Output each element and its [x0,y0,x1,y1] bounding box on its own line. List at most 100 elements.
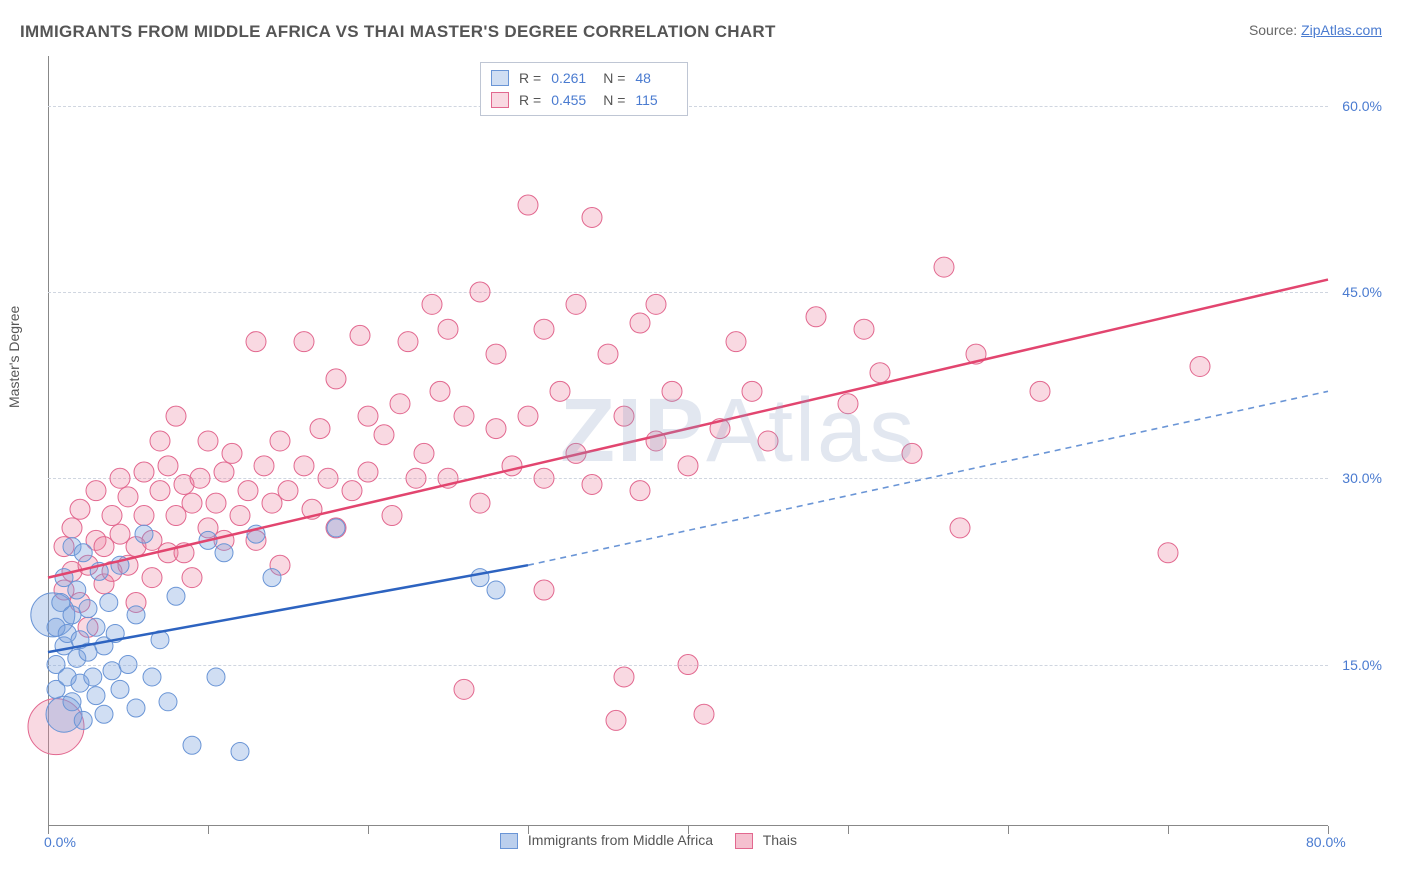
data-point [238,481,258,501]
data-point [470,493,490,513]
data-point [214,462,234,482]
data-point [134,506,154,526]
data-point [110,468,130,488]
data-point [207,668,225,686]
data-point [678,655,698,675]
y-axis-label: Master's Degree [6,306,22,408]
data-point [630,313,650,333]
data-point [318,468,338,488]
data-point [758,431,778,451]
data-point [598,344,618,364]
legend-label-pink: Thais [763,832,797,848]
data-point [182,568,202,588]
data-point [278,481,298,501]
data-point [438,319,458,339]
correlation-legend: R = 0.261 N = 48 R = 0.455 N = 115 [480,62,688,116]
trend-line-pink [48,280,1328,578]
data-point [534,319,554,339]
data-point [471,569,489,587]
n-label: N = [603,92,625,108]
data-point [430,381,450,401]
data-point [934,257,954,277]
data-point [262,493,282,513]
data-point [614,667,634,687]
data-point [198,431,218,451]
data-point [742,381,762,401]
data-point [486,344,506,364]
data-point [134,462,154,482]
data-point [342,481,362,501]
data-point [806,307,826,327]
data-point [166,506,186,526]
data-point [534,468,554,488]
legend-swatch-pink [491,92,509,108]
data-point [678,456,698,476]
chart-title: IMMIGRANTS FROM MIDDLE AFRICA VS THAI MA… [20,22,776,42]
data-point [62,518,82,538]
scatter-plot [48,56,1328,826]
data-point [135,525,153,543]
data-point [327,519,345,537]
source-label: Source: [1249,22,1301,38]
x-tick-label-min: 0.0% [44,834,76,850]
x-tick [1168,826,1169,834]
data-point [206,493,226,513]
data-point [374,425,394,445]
data-point [87,618,105,636]
data-point [74,544,92,562]
data-point [1158,543,1178,563]
data-point [358,462,378,482]
r-value-blue: 0.261 [551,70,593,86]
data-point [902,443,922,463]
data-point [726,332,746,352]
data-point [100,593,118,611]
x-tick [368,826,369,834]
data-point [63,606,81,624]
legend-swatch-blue [500,833,518,849]
data-point [111,680,129,698]
data-point [231,742,249,760]
data-point [854,319,874,339]
data-point [694,704,714,724]
trend-line-blue [48,565,528,652]
data-point [110,524,130,544]
data-point [630,481,650,501]
r-label: R = [519,70,541,86]
legend-row-blue: R = 0.261 N = 48 [491,67,677,89]
data-point [222,443,242,463]
data-point [63,693,81,711]
x-tick [48,826,49,834]
data-point [502,456,522,476]
data-point [190,468,210,488]
data-point [118,487,138,507]
data-point [390,394,410,414]
source-link[interactable]: ZipAtlas.com [1301,22,1382,38]
data-point [246,332,266,352]
data-point [270,431,290,451]
data-point [127,606,145,624]
n-label: N = [603,70,625,86]
legend-item-blue: Immigrants from Middle Africa [500,832,713,849]
trend-line-blue-dashed [528,391,1328,565]
data-point [294,456,314,476]
data-point [119,656,137,674]
x-tick [208,826,209,834]
data-point [102,506,122,526]
data-point [183,736,201,754]
data-point [870,363,890,383]
data-point [142,568,162,588]
data-point [70,499,90,519]
data-point [582,474,602,494]
data-point [95,705,113,723]
data-point [350,325,370,345]
data-point [150,431,170,451]
data-point [422,294,442,314]
r-label: R = [519,92,541,108]
legend-item-pink: Thais [735,832,797,849]
n-value-blue: 48 [635,70,677,86]
data-point [358,406,378,426]
data-point [646,294,666,314]
data-point [294,332,314,352]
y-tick-label: 45.0% [1342,284,1382,300]
data-point [534,580,554,600]
